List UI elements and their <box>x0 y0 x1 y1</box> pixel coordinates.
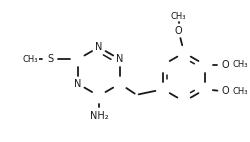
Text: O: O <box>221 86 229 96</box>
Text: CH₃: CH₃ <box>233 87 248 96</box>
Text: S: S <box>47 54 53 64</box>
Text: N: N <box>116 54 124 64</box>
Text: NH₂: NH₂ <box>90 111 108 121</box>
Text: O: O <box>175 26 182 36</box>
Text: O: O <box>221 60 229 70</box>
Text: CH₃: CH₃ <box>171 12 186 21</box>
Text: N: N <box>74 79 82 89</box>
Text: CH₃: CH₃ <box>22 55 38 64</box>
Text: CH₃: CH₃ <box>233 60 248 69</box>
Text: N: N <box>95 42 102 52</box>
